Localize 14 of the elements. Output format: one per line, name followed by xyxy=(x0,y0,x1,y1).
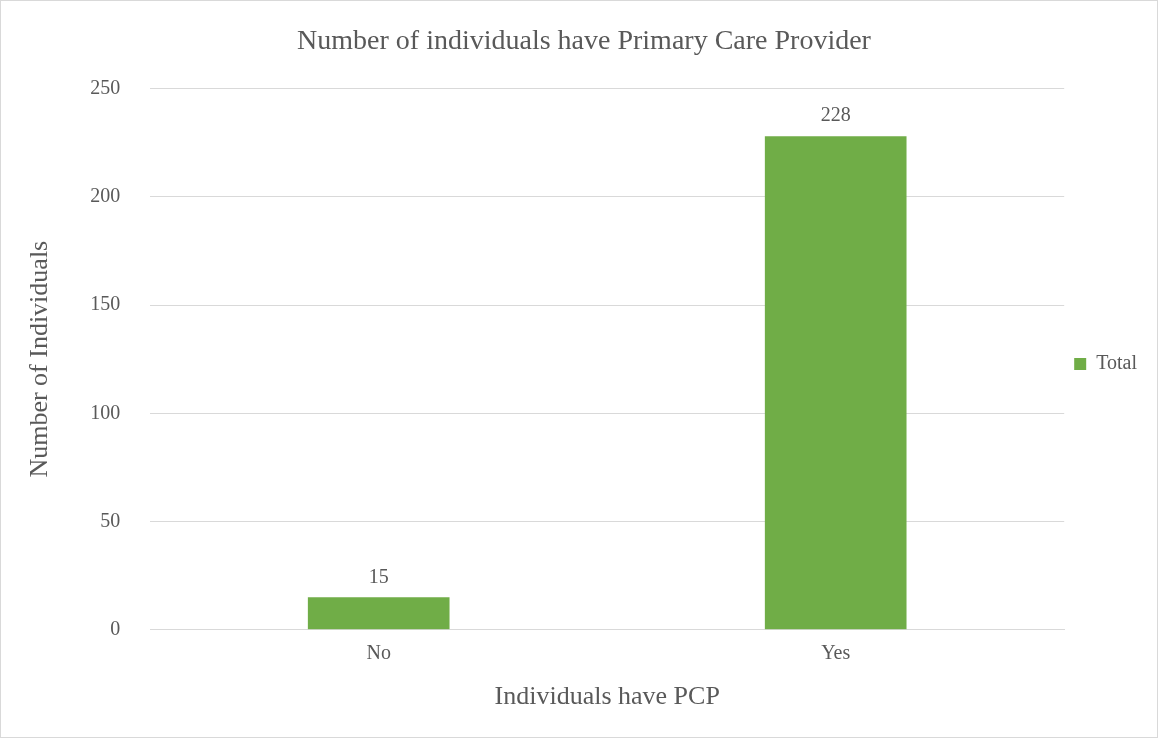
data-label: 228 xyxy=(820,103,851,126)
y-tick-label: 150 xyxy=(90,292,121,315)
chart-title: Number of individuals have Primary Care Provider xyxy=(297,24,872,56)
y-tick-label: 0 xyxy=(110,617,121,640)
y-tick-label: 250 xyxy=(90,75,121,98)
x-axis-title: Individuals have PCP xyxy=(494,681,720,711)
data-label: 15 xyxy=(368,564,389,587)
x-tick-label: Yes xyxy=(821,641,851,664)
legend-label: Total xyxy=(1096,351,1138,374)
y-tick-label: 200 xyxy=(90,184,121,207)
x-tick-label: No xyxy=(366,641,391,664)
y-tick-label: 50 xyxy=(100,508,121,531)
y-axis-title: Number of Individuals xyxy=(24,240,54,478)
y-tick-label: 100 xyxy=(90,400,121,423)
